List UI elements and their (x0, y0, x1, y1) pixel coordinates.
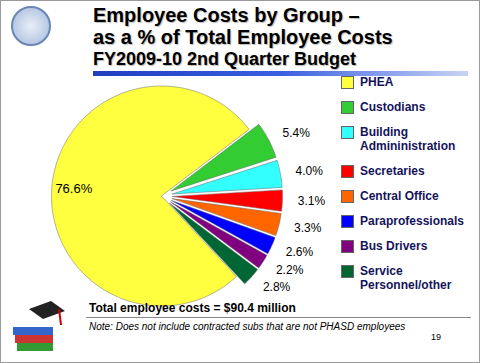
svg-text:3.1%: 3.1% (298, 194, 326, 208)
html-text:Building Admininistration: Building Admininistration (360, 125, 456, 153)
svg-text:2.6%: 2.6% (286, 245, 314, 259)
html-text:Employee Costs by Group – as a: Employee Costs by Group – as a % of Tota… (93, 4, 393, 48)
html-text:PHEA: PHEA (360, 75, 394, 89)
svg-text:2.2%: 2.2% (276, 263, 304, 277)
html-text:Note: Does not include contrac: Note: Does not include contracted subs t… (89, 321, 406, 332)
svg-text:2.8%: 2.8% (263, 280, 291, 294)
html-text:Secretaries: Secretaries (360, 164, 425, 178)
html-text:Paraprofessionals: Paraprofessionals (360, 214, 464, 228)
html-text:Service Personnel/other: Service Personnel/other (360, 264, 452, 292)
html-text:Custodians: Custodians (360, 100, 426, 114)
html-text:Bus Drivers: Bus Drivers (360, 239, 428, 253)
html-text:Total employee costs = $90.4 m: Total employee costs = $90.4 million (89, 301, 296, 315)
html-text:Central Office: Central Office (360, 189, 439, 203)
svg-text:4.0%: 4.0% (296, 164, 324, 178)
svg-text:3.3%: 3.3% (294, 221, 322, 235)
svg-text:5.4%: 5.4% (282, 126, 310, 140)
html-text:19: 19 (431, 332, 441, 342)
html-text:FY2009-10 2nd Quarter Budget: FY2009-10 2nd Quarter Budget (93, 49, 357, 69)
svg-text:76.6%: 76.6% (55, 181, 92, 196)
